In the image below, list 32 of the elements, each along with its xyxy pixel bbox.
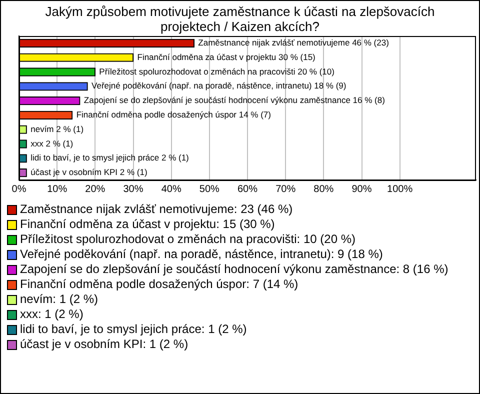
x-tick-label: 20% [85, 184, 106, 195]
legend-label: Zaměstnance nijak zvlášť nemotivujeme: 23 (46 %) [20, 202, 293, 217]
data-label: účast je v osobním KPI 2 % (1) [30, 167, 148, 178]
x-tick-label: 100% [387, 184, 413, 195]
legend-label: Veřejné poděkování (např. na poradě, nástěnce, intranetu): 9 (18 %) [20, 247, 383, 262]
x-tick-label: 40% [161, 184, 182, 195]
data-label: Finanční odměna za účast v projektu 30 % (15) [137, 52, 316, 62]
legend-label: Příležitost spolurozhodovat o změnách na pracovišti: 10 (20 %) [20, 232, 356, 247]
legend-label: Finanční odměna za účast v projektu: 15 (30 %) [20, 217, 275, 232]
legend-label: Zapojení se do zlepšování je součástí hodnocení výkonu zaměstnance: 8 (16 %) [20, 262, 448, 277]
x-tick-label: 60% [237, 184, 258, 195]
data-label: Veřejné poděkování (např. na poradě, nástěnce, intranetu) 18 % (9) [92, 80, 346, 91]
x-tick-label: 50% [199, 184, 220, 195]
legend-label: lidi to baví, je to smysl jejich práce: 1 (2 %) [20, 322, 247, 337]
x-tick-label: 0% [12, 184, 26, 195]
data-label: Příležitost spolurozhodovat o změnách na pracovišti 20 % (10) [99, 66, 335, 76]
legend-label: xxx: 1 (2 %) [20, 307, 84, 322]
x-tick-label: 80% [314, 184, 334, 195]
legend-label: Finanční odměna podle dosažených úspor: 7 (14 %) [20, 277, 298, 292]
legend-label: nevím: 1 (2 %) [20, 292, 98, 307]
x-tick-label: 70% [276, 184, 296, 195]
data-label: Finanční odměna podle dosažených úspor 14 % (7) [76, 110, 272, 120]
data-label: lidi to baví, je to smysl jejich práce 2 % (1) [30, 152, 190, 163]
data-label: Zapojení se do zlepšování je součástí hodnocení výkonu zaměstnance 16 % (8) [84, 95, 386, 106]
data-label: Zaměstnance nijak zvlášť nemotivujeme 46 % (23) [198, 38, 390, 48]
x-tick-label: 30% [123, 184, 144, 195]
x-tick-label: 90% [352, 184, 372, 195]
chart-title: Jakým způsobem motivujete zaměstnance k účasti na zlepšovacích projektech / Kaizen akcích? [44, 3, 436, 34]
data-label: nevím 2 % (1) [30, 124, 84, 134]
data-label: xxx 2 % (1) [30, 138, 74, 148]
legend-label: účast je v osobním KPI: 1 (2 %) [20, 337, 188, 352]
x-tick-label: 10% [47, 184, 68, 195]
